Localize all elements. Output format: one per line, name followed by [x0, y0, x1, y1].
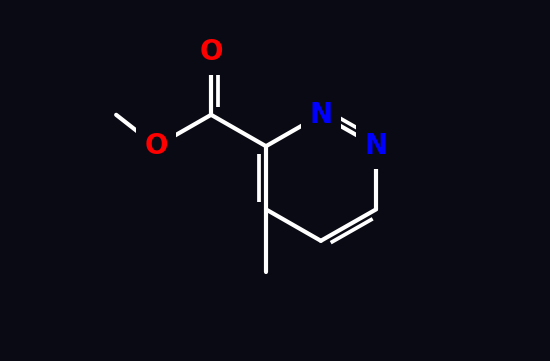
- Text: O: O: [145, 132, 168, 160]
- Text: N: N: [365, 132, 388, 160]
- Text: O: O: [199, 38, 223, 66]
- Text: N: N: [309, 101, 332, 129]
